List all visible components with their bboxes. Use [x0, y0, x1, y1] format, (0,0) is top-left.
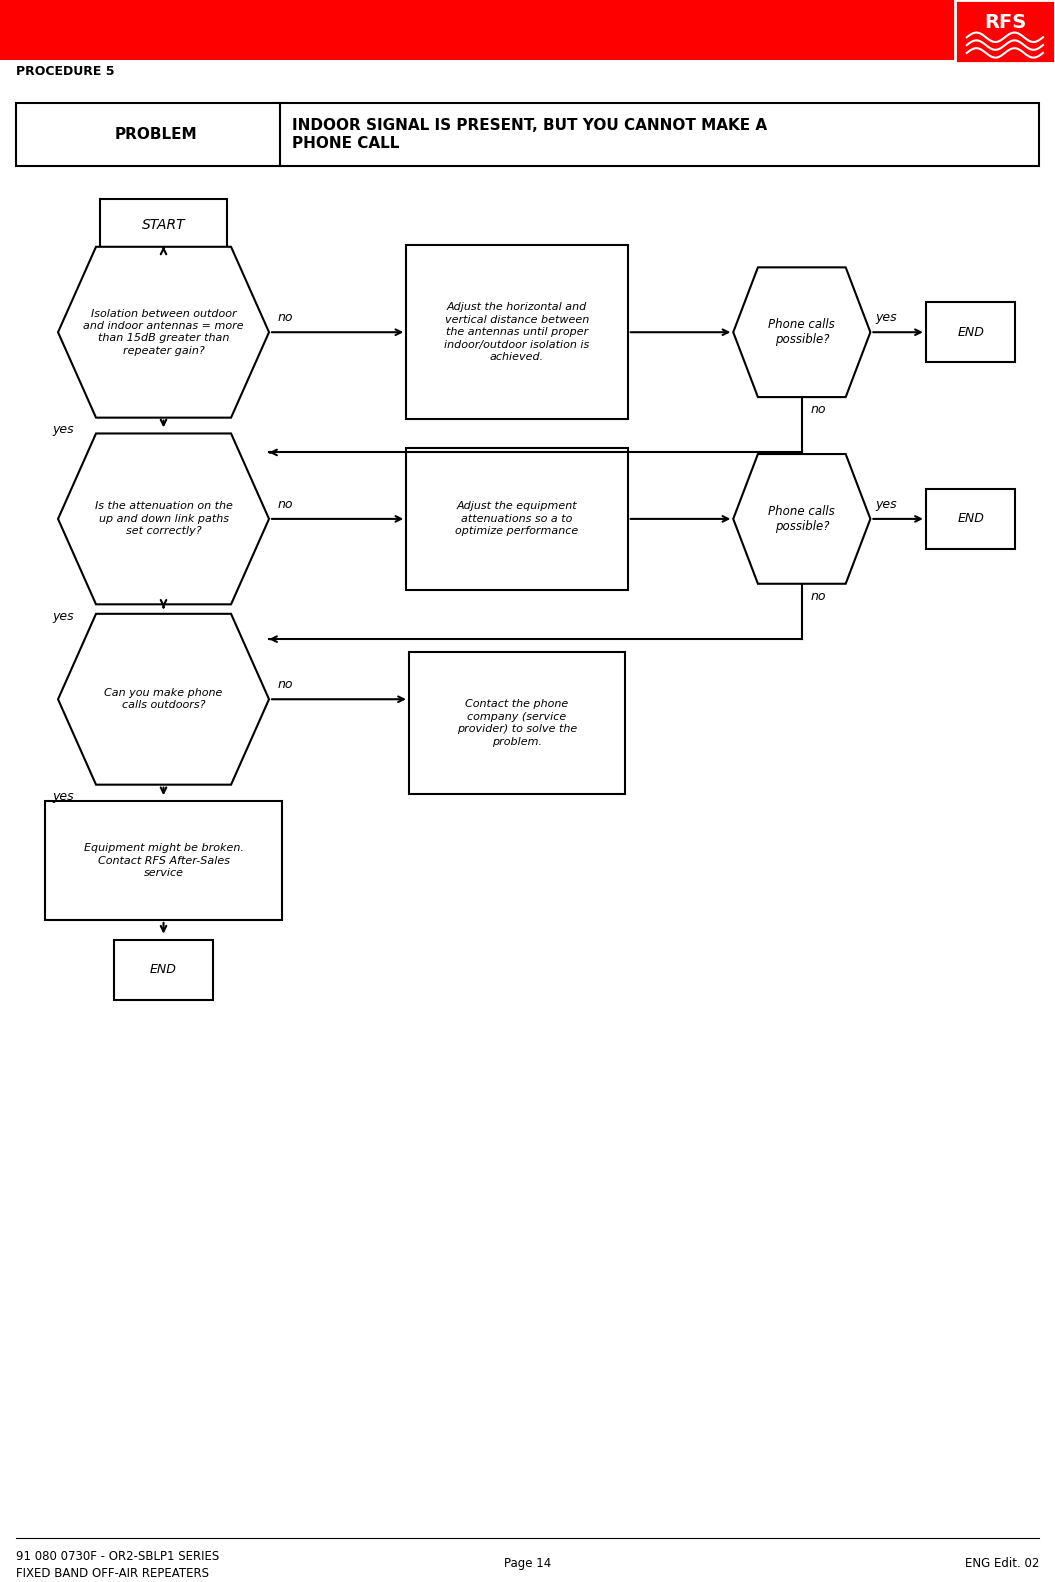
Text: no: no	[810, 590, 826, 603]
Text: Phone calls
possible?: Phone calls possible?	[768, 318, 836, 346]
Text: INDOOR SIGNAL IS PRESENT, BUT YOU CANNOT MAKE A
PHONE CALL: INDOOR SIGNAL IS PRESENT, BUT YOU CANNOT…	[292, 119, 767, 150]
Text: yes: yes	[53, 791, 74, 804]
Polygon shape	[58, 433, 269, 604]
Text: END: END	[150, 963, 177, 976]
Text: Page 14: Page 14	[504, 1557, 551, 1569]
Text: Isolation between outdoor
and indoor antennas = more
than 15dB greater than
repe: Isolation between outdoor and indoor ant…	[83, 308, 244, 356]
Text: Can you make phone
calls outdoors?: Can you make phone calls outdoors?	[104, 688, 223, 710]
FancyBboxPatch shape	[955, 0, 1055, 63]
Text: Contact the phone
company (service
provider) to solve the
problem.: Contact the phone company (service provi…	[457, 699, 577, 747]
Text: Adjust the equipment
attenuations so a to
optimize performance: Adjust the equipment attenuations so a t…	[456, 501, 578, 536]
Text: no: no	[810, 403, 826, 416]
Text: Equipment might be broken.
Contact RFS After-Sales
service: Equipment might be broken. Contact RFS A…	[83, 843, 244, 878]
Polygon shape	[733, 454, 870, 584]
FancyBboxPatch shape	[926, 302, 1015, 362]
FancyBboxPatch shape	[100, 198, 227, 250]
Text: yes: yes	[876, 498, 897, 511]
FancyBboxPatch shape	[409, 652, 625, 794]
FancyBboxPatch shape	[114, 940, 213, 1000]
Text: RFS: RFS	[983, 13, 1027, 32]
Text: END: END	[957, 326, 984, 339]
Text: Is the attenuation on the
up and down link paths
set correctly?: Is the attenuation on the up and down li…	[95, 501, 232, 536]
Text: START: START	[141, 218, 186, 231]
Polygon shape	[58, 614, 269, 785]
Text: Phone calls
possible?: Phone calls possible?	[768, 505, 836, 533]
Polygon shape	[58, 247, 269, 418]
Text: yes: yes	[876, 312, 897, 324]
Text: no: no	[277, 312, 293, 324]
Text: PROCEDURE 5: PROCEDURE 5	[16, 65, 114, 78]
Text: 91 080 0730F - OR2-SBLP1 SERIES
FIXED BAND OFF-AIR REPEATERS: 91 080 0730F - OR2-SBLP1 SERIES FIXED BA…	[16, 1550, 219, 1580]
Text: yes: yes	[53, 611, 74, 623]
FancyBboxPatch shape	[406, 448, 628, 590]
FancyBboxPatch shape	[0, 0, 955, 60]
Text: no: no	[277, 498, 293, 511]
Text: no: no	[277, 679, 293, 691]
Text: Adjust the horizontal and
vertical distance between
the antennas until proper
in: Adjust the horizontal and vertical dista…	[444, 302, 590, 362]
FancyBboxPatch shape	[44, 800, 283, 919]
Text: PROBLEM: PROBLEM	[114, 127, 197, 142]
FancyBboxPatch shape	[16, 103, 1039, 166]
FancyBboxPatch shape	[406, 245, 628, 419]
Text: END: END	[957, 513, 984, 525]
Text: ENG Edit. 02: ENG Edit. 02	[965, 1557, 1039, 1569]
Polygon shape	[733, 267, 870, 397]
FancyBboxPatch shape	[926, 489, 1015, 549]
Text: yes: yes	[53, 424, 74, 437]
